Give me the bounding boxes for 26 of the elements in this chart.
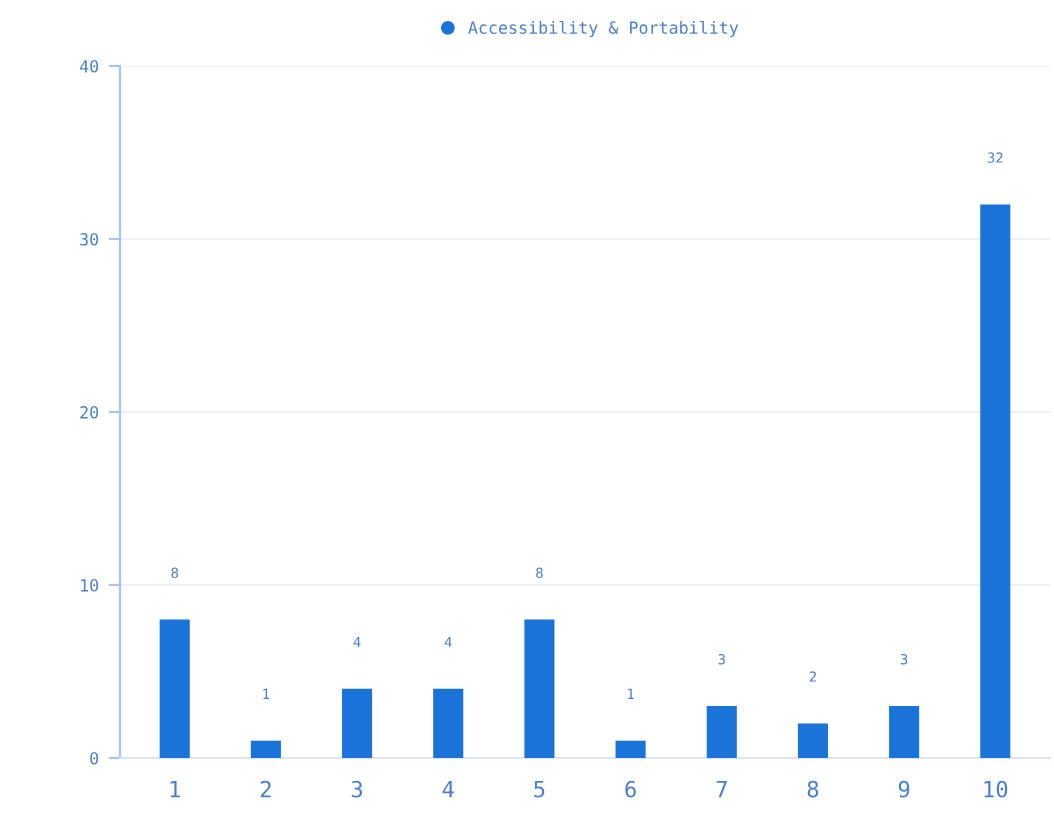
legend-label: Accessibility & Portability <box>468 20 739 38</box>
bar <box>706 706 737 758</box>
x-tick-label: 7 <box>716 781 727 798</box>
bar <box>342 688 373 758</box>
x-tick-label: 4 <box>442 781 454 798</box>
x-tick-label: 6 <box>625 780 636 798</box>
bar <box>889 706 920 758</box>
x-tick-label: 10 <box>984 780 1008 798</box>
y-tick-label: 10 <box>81 579 99 592</box>
bar <box>797 723 828 758</box>
bar <box>159 619 190 758</box>
bar <box>615 740 646 758</box>
y-tick-label: 30 <box>80 233 99 246</box>
bar <box>524 619 555 758</box>
x-tick-label: 8 <box>807 780 819 798</box>
x-tick-label: 9 <box>898 780 910 798</box>
bar <box>250 740 281 758</box>
x-tick-label: 5 <box>534 781 545 798</box>
y-tick-label: 40 <box>79 60 99 73</box>
x-tick-label: 3 <box>351 780 363 798</box>
y-tick-label: 0 <box>90 752 99 765</box>
bar <box>433 688 464 758</box>
y-tick-label: 20 <box>80 406 99 419</box>
bar <box>980 204 1011 758</box>
x-tick-label: 2 <box>260 780 271 798</box>
x-tick-label: 1 <box>170 781 180 798</box>
